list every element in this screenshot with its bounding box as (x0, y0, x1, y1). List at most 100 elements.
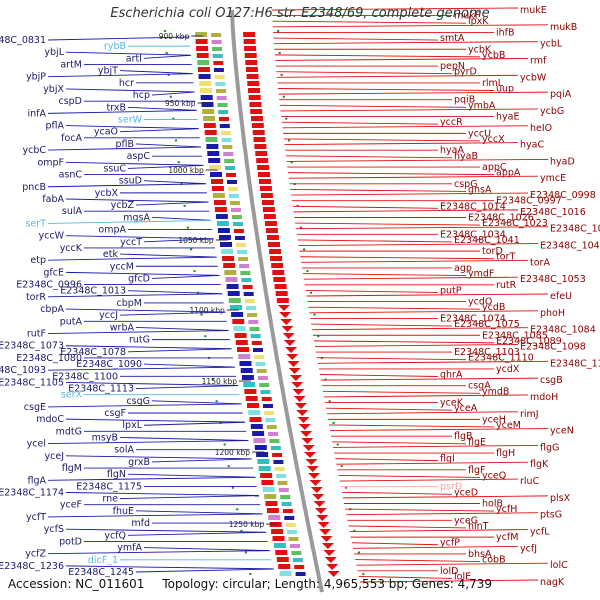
gene-connector-left (47, 476, 256, 481)
gene-connector-right (286, 158, 549, 162)
gene-feature-block (255, 362, 266, 366)
gene-feature-block (229, 201, 240, 205)
gene-connector-left (119, 437, 248, 441)
gene-label-right: E2348C_1098 (520, 341, 586, 352)
gene-connector-left (65, 125, 199, 130)
gene-connector-right (288, 175, 539, 179)
gene-arrow (314, 508, 327, 514)
gene-label-left: E2348C_0996 (16, 280, 82, 291)
gene-feature-block (215, 214, 228, 219)
gene-label-right: flgK (530, 459, 549, 470)
gene-feature-block (234, 236, 245, 240)
gene-connector-left (47, 293, 223, 298)
gene-connector-left (119, 70, 193, 75)
gene-label-right: E2348C_1034 (440, 229, 506, 240)
gene-label-right: E2348C_1040 (540, 241, 600, 252)
gene-label-left: gfcE (43, 267, 64, 278)
gene-label-right: torT (496, 252, 515, 263)
gene-label-right: hinT (468, 521, 489, 532)
gene-connector-right (273, 37, 439, 41)
gene-arrow (298, 424, 311, 430)
gene-arrow (320, 536, 333, 542)
gene-label-right: torA (530, 257, 550, 268)
gene-label-left: yccW (39, 231, 65, 242)
gene-label-left: E2348C_1105 (0, 377, 64, 388)
gene-feature-block (212, 193, 225, 198)
gene-connector-left (47, 513, 263, 518)
gene-label-right: yccR (440, 117, 463, 128)
gene-label-left: sulA (62, 206, 83, 217)
gene-label-right: lolE (454, 571, 471, 582)
gene-connector-right (339, 478, 519, 482)
gene-arrow (286, 354, 299, 360)
gene-feature-block (231, 312, 244, 317)
gene-connector-right (314, 344, 519, 347)
gene-feature-block (244, 46, 257, 51)
gene-feature-block (273, 543, 286, 548)
gene-feature-block (269, 249, 282, 254)
gene-feature-block (247, 313, 258, 317)
gene-arrow (294, 403, 307, 409)
gene-feature-block (268, 242, 280, 247)
gene-feature-block (291, 551, 302, 555)
gene-label-left: torR (26, 292, 46, 303)
gene-label-left: putA (60, 316, 83, 327)
gene-label-right: E2348C_1074 (440, 313, 506, 324)
gene-feature-block (248, 320, 259, 324)
gene-feature-block (206, 144, 219, 149)
gene-feature-block (216, 89, 226, 93)
gene-feature-block (268, 515, 281, 520)
gene-label-right: putP (440, 285, 462, 296)
gene-label-left: mgsA (123, 212, 150, 223)
gene-feature-block (219, 117, 229, 121)
gene-connector-right (330, 428, 549, 432)
gene-feature-block (231, 215, 242, 219)
gene-label-right: rmf (530, 55, 547, 66)
gene-arrow (282, 333, 295, 339)
gene-connector-right (298, 243, 539, 246)
gene-label-left: yccJ (99, 310, 118, 321)
gene-label-right: yceM (496, 420, 521, 431)
gene-label-right: E2348C_1103 (454, 347, 520, 358)
gene-label-left: serT (25, 218, 46, 229)
gene-arrow (283, 340, 296, 346)
gene-label-right: yceG (454, 515, 478, 526)
gene-feature-block (266, 508, 279, 513)
gene-connector-left (65, 88, 195, 93)
gene-label-left: serW (118, 114, 143, 125)
gene-connector-left (127, 164, 204, 169)
gene-feature-block (237, 347, 249, 352)
gene-label-right: cobB (482, 555, 506, 566)
gene-connector-right (341, 491, 453, 495)
gene-connector-right (278, 91, 549, 95)
gene-connector-left (65, 161, 203, 166)
gene-feature-block (262, 207, 275, 212)
gene-connector-right (296, 226, 549, 230)
gene-feature-block (254, 445, 267, 450)
gene-feature-block (277, 481, 288, 485)
gene-feature-block (227, 180, 237, 184)
kbp-tick-label: 1150 kbp (202, 377, 238, 386)
gene-connector-left (127, 106, 197, 111)
gene-feature-block (230, 208, 241, 212)
gene-feature-block (243, 292, 254, 296)
gene-label-left: aspC (127, 151, 151, 162)
gene-feature-block (256, 369, 267, 373)
gene-label-left: cspD (58, 96, 82, 107)
gene-connector-right (312, 327, 529, 331)
gene-label-left: csgF (104, 408, 126, 419)
gene-feature-block (200, 95, 213, 100)
gene-arrow (280, 319, 293, 325)
gene-label-right: ycfP (440, 538, 460, 549)
gene-label-right: ymdB (482, 386, 509, 397)
genome-title: Escherichia coli O127:H6 str. E2348/69, … (110, 6, 490, 21)
gene-label-right: hyaE (496, 112, 519, 123)
gene-feature-block (228, 298, 241, 303)
gene-arrow (312, 494, 325, 500)
gene-connector-left (47, 73, 193, 78)
gene-label-right: smtA (440, 33, 465, 44)
gene-connector-right (291, 192, 529, 196)
gene-label-left: lpxL (122, 420, 142, 431)
gene-feature-block (224, 159, 235, 163)
